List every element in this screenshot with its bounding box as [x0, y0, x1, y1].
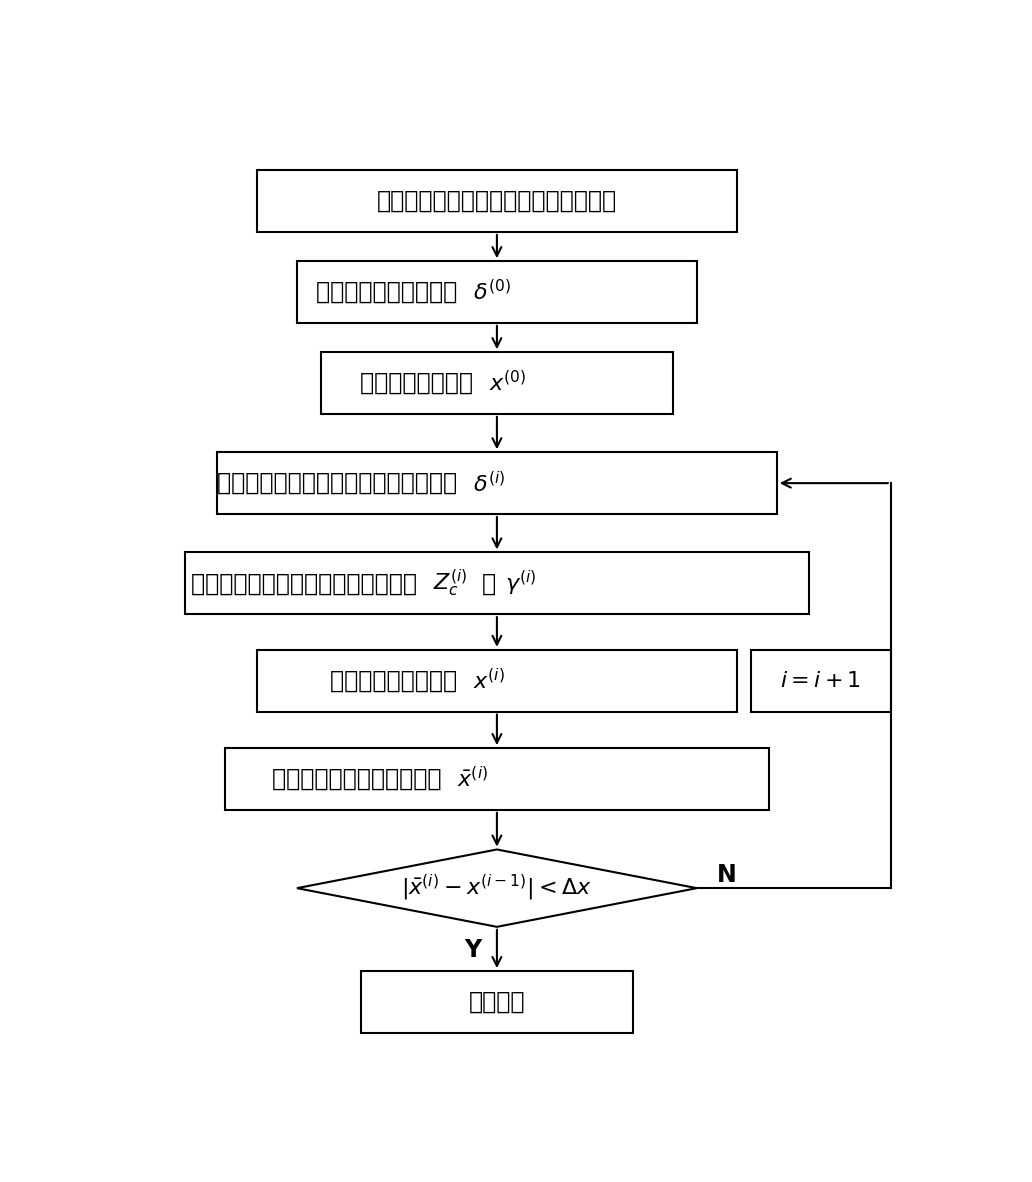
FancyBboxPatch shape [225, 748, 769, 810]
FancyBboxPatch shape [185, 552, 809, 615]
Text: 、: 、 [482, 571, 496, 596]
FancyBboxPatch shape [257, 650, 737, 712]
FancyBboxPatch shape [361, 970, 633, 1033]
Text: $\gamma^{(i)}$: $\gamma^{(i)}$ [505, 569, 537, 598]
FancyBboxPatch shape [751, 650, 891, 712]
Text: $\delta^{(0)}$: $\delta^{(0)}$ [473, 279, 511, 305]
Text: $Z_c^{(i)}$: $Z_c^{(i)}$ [433, 567, 467, 599]
FancyBboxPatch shape [257, 170, 737, 232]
Text: $\delta^{(i)}$: $\delta^{(i)}$ [473, 470, 506, 495]
Text: Y: Y [464, 937, 482, 962]
Text: 计算两端非同步角初值: 计算两端非同步角初值 [316, 280, 465, 304]
Text: $i=i+1$: $i=i+1$ [780, 670, 862, 690]
Text: 对测距结果进行优化，得到: 对测距结果进行优化，得到 [271, 767, 449, 791]
Polygon shape [297, 850, 697, 927]
Text: $x^{(0)}$: $x^{(0)}$ [489, 370, 526, 396]
Text: 利用故障距离计算两端非同步角修正值: 利用故障距离计算两端非同步角修正值 [218, 472, 465, 495]
FancyBboxPatch shape [217, 453, 777, 514]
Text: $|\bar{x}^{(i)}-x^{(i-1)}| < \Delta x$: $|\bar{x}^{(i)}-x^{(i-1)}| < \Delta x$ [401, 873, 592, 903]
FancyBboxPatch shape [321, 352, 673, 414]
Text: 测距结束: 测距结束 [469, 989, 525, 1014]
Text: 运用小波模极大值法检测两端故障起点: 运用小波模极大值法检测两端故障起点 [377, 189, 617, 213]
Text: $x^{(i)}$: $x^{(i)}$ [473, 668, 505, 693]
Text: 计算故障距离初值: 计算故障距离初值 [360, 371, 481, 395]
Text: N: N [717, 863, 737, 886]
FancyBboxPatch shape [297, 261, 697, 323]
Text: $\bar{x}^{(i)}$: $\bar{x}^{(i)}$ [457, 766, 488, 792]
Text: 利用两端非同步角计算线路在线参数: 利用两端非同步角计算线路在线参数 [191, 571, 425, 596]
Text: 计算故障距离修正值: 计算故障距离修正值 [330, 669, 465, 693]
